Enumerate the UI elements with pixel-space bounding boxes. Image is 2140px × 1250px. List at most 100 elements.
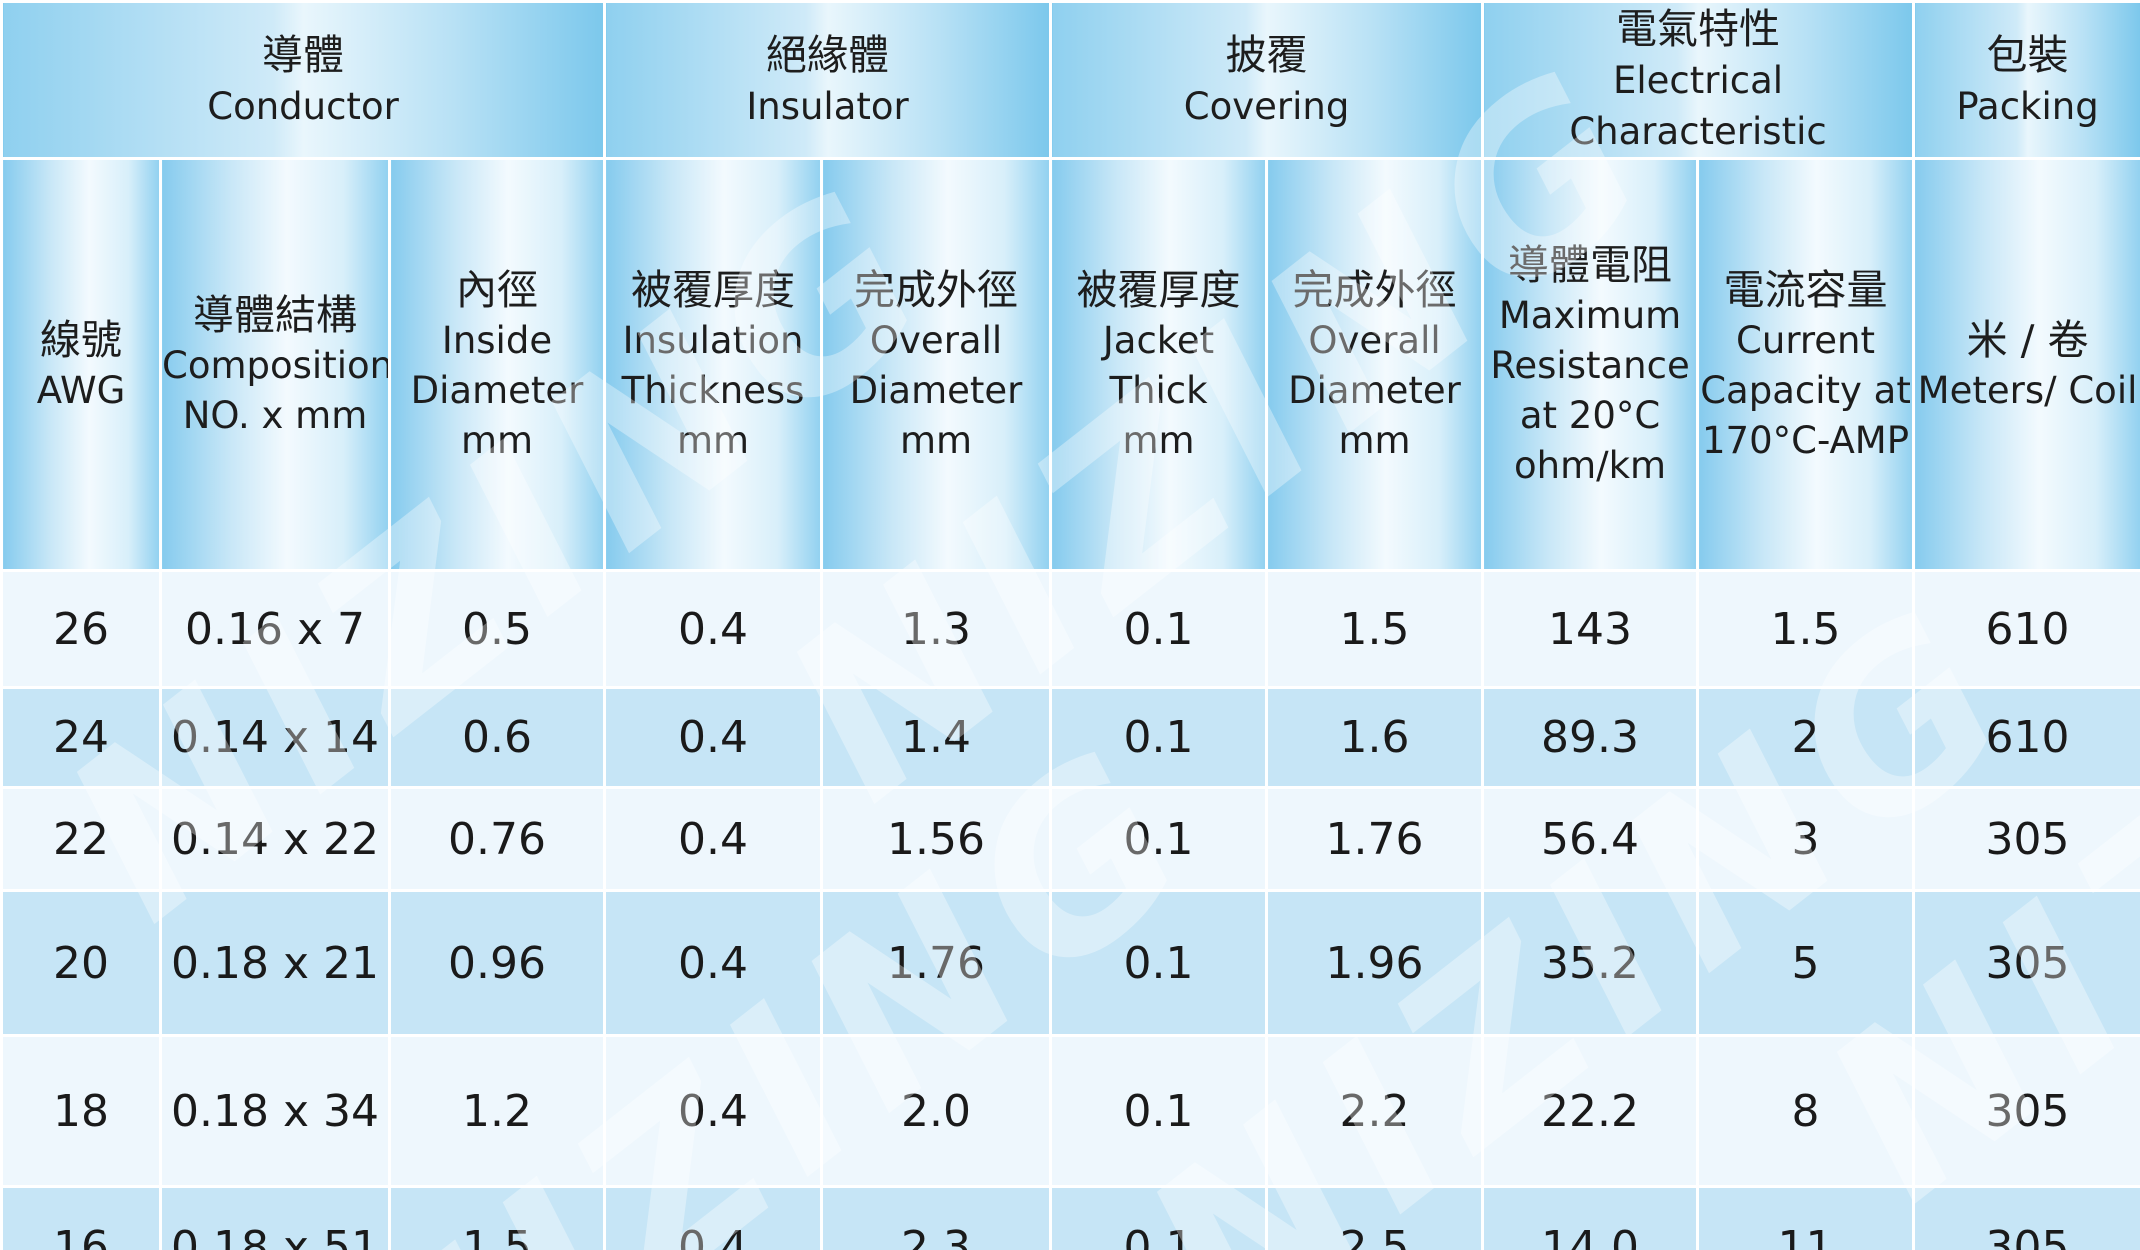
cell-covering-overall-diameter: 1.96 (1265, 889, 1485, 1037)
col-header-insulator-overall-diameter: 完成外徑 Overall Diameter mm (820, 157, 1053, 572)
col-header-line: Jacket (1102, 318, 1215, 362)
col-header-line: Diameter (1288, 368, 1461, 412)
cell-max-resistance: 35.2 (1481, 889, 1700, 1037)
col-header-zh: 導體結構 (193, 290, 357, 339)
cell-covering-overall-diameter: 2.5 (1265, 1185, 1485, 1250)
cell-insulator-overall-diameter: 2.3 (820, 1185, 1053, 1250)
cell-insulator-overall-diameter: 1.4 (820, 686, 1053, 789)
cell-current-capacity: 5 (1696, 889, 1916, 1037)
col-header-zh: 米 / 卷 (1966, 315, 2089, 364)
col-header-line: at 20°C (1519, 393, 1661, 437)
cell-insulation-thickness: 0.4 (603, 1034, 824, 1188)
col-header-line: Meters/ Coil (1917, 368, 2138, 412)
col-header-line: Overall (1308, 318, 1441, 362)
col-header-current-capacity: 電流容量 Current Capacity at 170°C-AMP (1696, 157, 1916, 572)
col-header-line: Diameter (849, 368, 1023, 412)
table-row: 20 0.18 x 21 0.96 0.4 1.76 0.1 1.96 35.2… (0, 889, 2140, 1037)
col-header-covering-overall-diameter: 完成外徑 Overall Diameter mm (1265, 157, 1485, 572)
group-covering-zh: 披覆 (1225, 30, 1308, 79)
col-header-line: Inside (441, 318, 553, 362)
cell-jacket-thick: 0.1 (1049, 686, 1269, 789)
cell-jacket-thick: 0.1 (1049, 1185, 1269, 1250)
col-header-insulation-thickness: 被覆厚度 Insulation Thickness mm (603, 157, 824, 572)
cell-composition: 0.14 x 22 (159, 786, 391, 892)
cell-jacket-thick: 0.1 (1049, 889, 1269, 1037)
cell-meters-coil: 305 (1912, 786, 2140, 892)
cell-composition: 0.18 x 21 (159, 889, 391, 1037)
cell-meters-coil: 305 (1912, 1034, 2140, 1188)
col-header-line: Diameter (410, 368, 584, 412)
col-header-zh: 被覆厚度 (1076, 265, 1241, 314)
table-row: 24 0.14 x 14 0.6 0.4 1.4 0.1 1.6 89.3 2 … (0, 686, 2140, 789)
cell-insulation-thickness: 0.4 (603, 686, 824, 789)
cell-meters-coil: 305 (1912, 1185, 2140, 1250)
cell-covering-overall-diameter: 1.76 (1265, 786, 1485, 892)
cell-covering-overall-diameter: 1.6 (1265, 686, 1485, 789)
cell-max-resistance: 89.3 (1481, 686, 1700, 789)
cell-insulator-overall-diameter: 2.0 (820, 1034, 1053, 1188)
cell-meters-coil: 610 (1912, 569, 2140, 689)
cell-max-resistance: 143 (1481, 569, 1700, 689)
cell-jacket-thick: 0.1 (1049, 1034, 1269, 1188)
table-row: 18 0.18 x 34 1.2 0.4 2.0 0.1 2.2 22.2 8 … (0, 1034, 2140, 1188)
cell-insulator-overall-diameter: 1.3 (820, 569, 1053, 689)
cell-insulation-thickness: 0.4 (603, 889, 824, 1037)
cell-inside-diameter: 1.5 (387, 1185, 607, 1250)
col-header-line: Thickness (621, 368, 805, 412)
col-header-awg: 線號 AWG (0, 157, 162, 572)
col-header-line: mm (1122, 418, 1195, 462)
col-header-line: 170°C-AMP (1702, 418, 1910, 462)
group-covering: 披覆 Covering (1049, 0, 1485, 160)
cell-insulator-overall-diameter: 1.56 (820, 786, 1053, 892)
col-header-zh: 電流容量 (1723, 265, 1888, 314)
cell-jacket-thick: 0.1 (1049, 786, 1269, 892)
cell-max-resistance: 56.4 (1481, 786, 1700, 892)
col-header-line: mm (460, 418, 534, 462)
col-header-line: Resistance (1490, 343, 1690, 387)
cell-awg: 18 (0, 1034, 162, 1188)
col-header-inside-diameter: 內徑 Inside Diameter mm (387, 157, 607, 572)
cell-composition: 0.16 x 7 (159, 569, 391, 689)
cell-covering-overall-diameter: 1.5 (1265, 569, 1485, 689)
table-row: 16 0.18 x 51 1.5 0.4 2.3 0.1 2.5 14.0 11… (0, 1185, 2140, 1250)
group-conductor-en: Conductor (207, 84, 399, 128)
cell-jacket-thick: 0.1 (1049, 569, 1269, 689)
col-header-zh: 被覆厚度 (631, 265, 796, 314)
cell-meters-coil: 305 (1912, 889, 2140, 1037)
cell-max-resistance: 14.0 (1481, 1185, 1700, 1250)
group-header-row: 導體 Conductor 絕緣體 Insulator 披覆 Covering 電… (0, 0, 2140, 160)
col-header-zh: 完成外徑 (854, 265, 1019, 314)
col-header-max-resistance: 導體電阻 Maximum Resistance at 20°C ohm/km (1481, 157, 1700, 572)
col-header-line: Insulation (622, 318, 804, 362)
cell-composition: 0.14 x 14 (159, 686, 391, 789)
cell-inside-diameter: 0.96 (387, 889, 607, 1037)
cell-composition: 0.18 x 34 (159, 1034, 391, 1188)
cell-inside-diameter: 0.76 (387, 786, 607, 892)
group-insulator-zh: 絕緣體 (766, 30, 890, 79)
group-insulator-en: Insulator (746, 84, 909, 128)
group-covering-en: Covering (1183, 84, 1350, 128)
col-header-line: mm (676, 418, 750, 462)
cell-awg: 22 (0, 786, 162, 892)
col-header-line: NO. x mm (182, 393, 368, 437)
cell-meters-coil: 610 (1912, 686, 2140, 789)
group-packing: 包裝 Packing (1912, 0, 2140, 160)
col-header-jacket-thick: 被覆厚度 Jacket Thick mm (1049, 157, 1269, 572)
group-packing-zh: 包裝 (1986, 30, 2069, 79)
cell-current-capacity: 2 (1696, 686, 1916, 789)
cell-insulation-thickness: 0.4 (603, 1185, 824, 1250)
col-header-zh: 導體電阻 (1508, 240, 1673, 289)
col-header-zh: 線號 (40, 315, 122, 364)
group-conductor: 導體 Conductor (0, 0, 607, 160)
col-header-line: Thick (1109, 368, 1208, 412)
col-header-composition: 導體結構 Composition NO. x mm (159, 157, 391, 572)
group-packing-en: Packing (1956, 84, 2099, 128)
cell-insulation-thickness: 0.4 (603, 569, 824, 689)
cell-current-capacity: 3 (1696, 786, 1916, 892)
cell-covering-overall-diameter: 2.2 (1265, 1034, 1485, 1188)
cell-current-capacity: 11 (1696, 1185, 1916, 1250)
group-conductor-zh: 導體 (262, 30, 345, 79)
column-header-row: 線號 AWG 導體結構 Composition NO. x mm 內徑 Insi… (0, 157, 2140, 572)
